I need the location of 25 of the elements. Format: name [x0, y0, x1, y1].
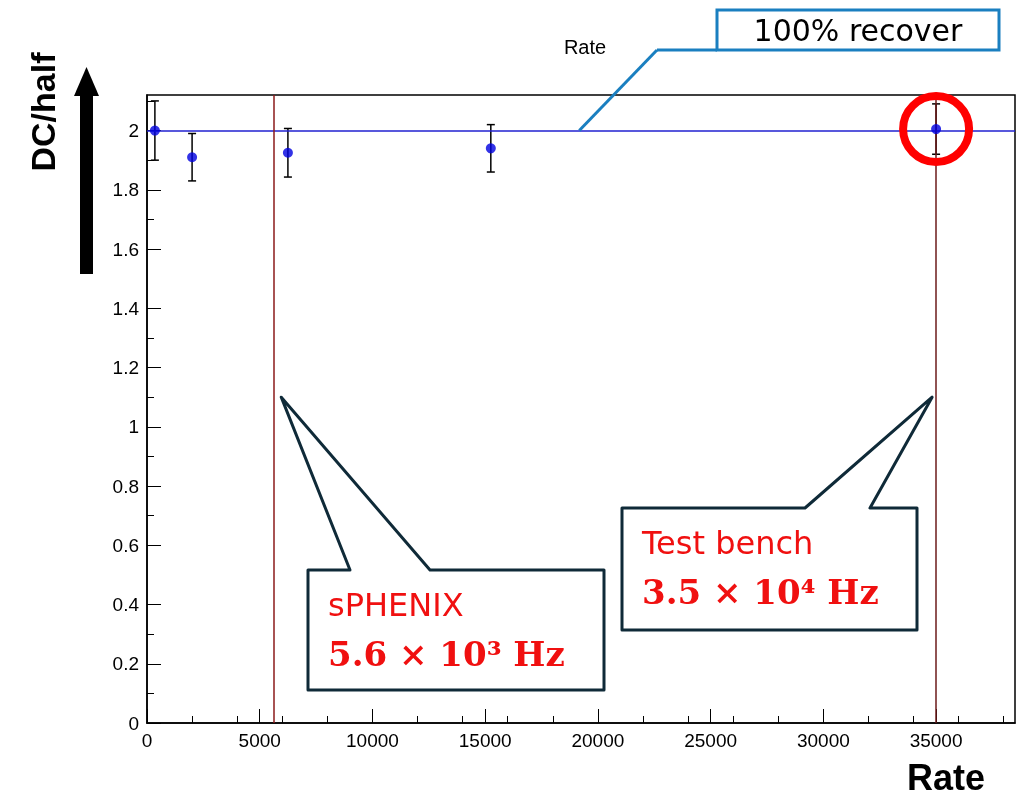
- x-tick-label: 0: [141, 730, 153, 751]
- y-tick-label: 1.2: [112, 357, 139, 379]
- x-tick-label: 30000: [796, 730, 850, 751]
- ref-line-label: 100% recover: [753, 13, 964, 48]
- y-axis-title: DC/half: [24, 51, 62, 172]
- ref-line-label: sPHENIX 5.6 × 10³ Hz: [328, 586, 565, 674]
- chart-title: Rate: [563, 36, 607, 58]
- y-tick-label: 2: [128, 120, 139, 142]
- y-tick-label: 1.8: [112, 179, 139, 201]
- x-tick-label: 35000: [909, 730, 963, 751]
- y-tick-label: 1: [128, 416, 139, 438]
- y-tick-label: 0: [128, 712, 139, 734]
- x-tick-label: 15000: [458, 730, 512, 751]
- x-tick-label: 25000: [684, 730, 738, 751]
- y-tick-label: 1.4: [112, 297, 140, 319]
- x-axis-title: Rate: [906, 757, 985, 797]
- y-tick-label: 0.8: [112, 475, 139, 497]
- y-tick-label: 0.2: [112, 653, 139, 675]
- x-tick-label: 20000: [571, 730, 625, 751]
- ref-line-label: Test bench 3.5 × 10⁴ Hz: [641, 524, 879, 612]
- y-tick-label: 0.6: [112, 534, 139, 556]
- x-tick-label: 10000: [346, 730, 399, 751]
- y-tick-label: 0.4: [112, 594, 140, 616]
- y-tick-label: 1.6: [112, 238, 139, 260]
- x-tick-label: 5000: [238, 730, 281, 751]
